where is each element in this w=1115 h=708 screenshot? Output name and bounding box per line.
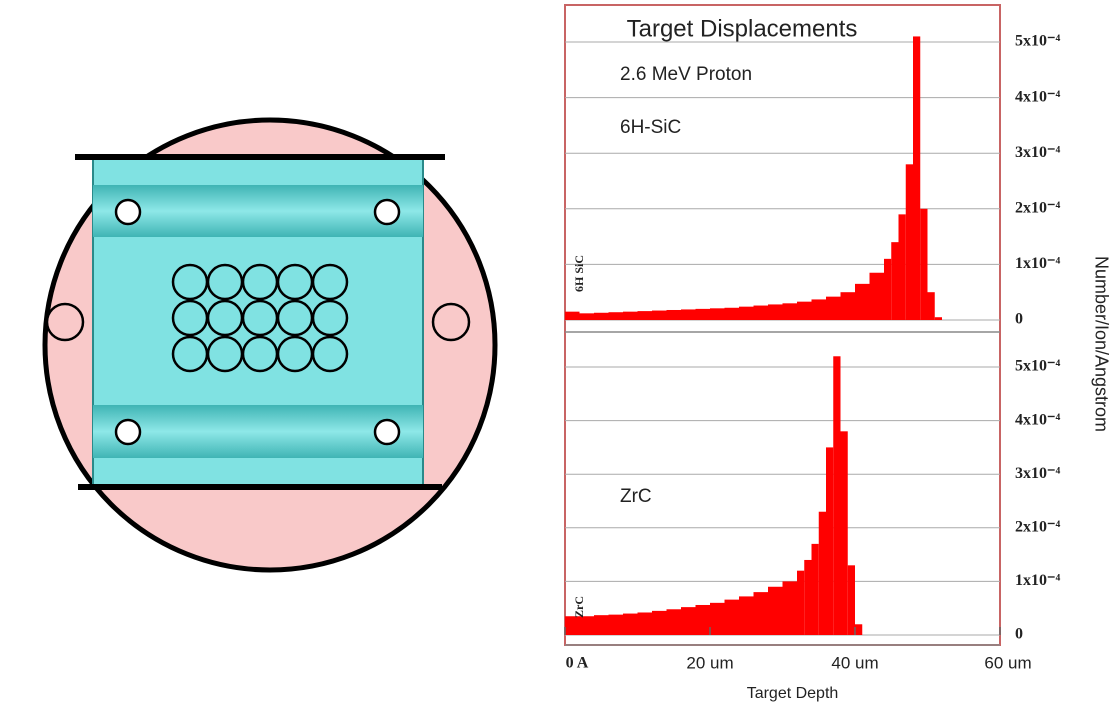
- x-tick-label: 60 um: [984, 653, 1031, 672]
- histogram-bar: [710, 603, 725, 635]
- histogram-bar: [833, 356, 840, 635]
- y-tick-label: 4x10⁻⁴: [1015, 411, 1060, 428]
- histogram-bar: [841, 431, 848, 635]
- histogram-bar: [804, 560, 811, 635]
- histogram-bar: [681, 607, 696, 635]
- y-tick-label: 3x10⁻⁴: [1015, 144, 1060, 161]
- chart-title: Target Displacements: [627, 15, 858, 42]
- histogram-bar: [638, 311, 653, 320]
- histogram-bar: [855, 284, 870, 320]
- histogram-bar: [725, 600, 740, 635]
- mount-hole: [47, 304, 83, 340]
- histogram-bar: [580, 313, 595, 320]
- screw-hole: [116, 200, 140, 224]
- histogram-bar: [797, 571, 804, 635]
- histogram-bar: [594, 615, 609, 635]
- histogram-bar: [681, 309, 696, 320]
- rail: [93, 405, 423, 458]
- histogram-bar: [696, 309, 711, 320]
- x-tick-label: 20 um: [686, 653, 733, 672]
- x-tick-label: 0 A: [566, 655, 589, 672]
- histogram-bar: [667, 609, 682, 635]
- histogram-bar: [819, 512, 826, 635]
- rail: [93, 185, 423, 237]
- sample-holder-diagram: [45, 120, 495, 570]
- histogram-bar: [768, 587, 783, 635]
- histogram-bar: [783, 581, 798, 635]
- histogram-bar: [913, 36, 920, 320]
- histogram-bar: [768, 304, 783, 320]
- y-tick-label: 1x10⁻⁴: [1015, 572, 1060, 589]
- histogram-bar: [638, 612, 653, 635]
- histogram-bar: [710, 308, 725, 320]
- figure: 0 1x10⁻⁴ 2x10⁻⁴ 3x10⁻⁴ 4x10⁻⁴ 5x10⁻⁴ Target Di…: [0, 0, 1115, 708]
- histogram-bar: [884, 259, 891, 320]
- histogram-bar: [935, 317, 942, 320]
- charts: 0 1x10⁻⁴ 2x10⁻⁴ 3x10⁻⁴ 4x10⁻⁴ 5x10⁻⁴ Target Di…: [565, 5, 1111, 702]
- y-tick-label: 2x10⁻⁴: [1015, 518, 1060, 535]
- histogram-bar: [696, 605, 711, 635]
- histogram-bar: [920, 209, 927, 320]
- layer-label: ZrC: [572, 596, 586, 618]
- y-tick-label: 5x10⁻⁴: [1015, 33, 1060, 50]
- histogram-bar: [754, 592, 769, 635]
- histogram-bar: [565, 616, 580, 635]
- histogram-bar: [899, 214, 906, 320]
- histogram-bar: [565, 312, 580, 320]
- y-tick-label: 1x10⁻⁴: [1015, 255, 1060, 272]
- histogram-bar: [841, 292, 856, 320]
- screw-hole: [116, 420, 140, 444]
- y-tick-label: 2x10⁻⁴: [1015, 199, 1060, 216]
- histogram-bar: [580, 616, 595, 635]
- histogram-bar: [667, 310, 682, 320]
- annotation: 6H-SiC: [620, 117, 681, 138]
- histogram-bar: [754, 306, 769, 320]
- histogram-bar: [870, 273, 885, 320]
- x-axis-label: Target Depth: [747, 685, 839, 702]
- y-tick-label: 5x10⁻⁴: [1015, 358, 1060, 375]
- x-tick-label: 40 um: [831, 653, 878, 672]
- histogram-bar: [855, 624, 862, 635]
- histogram-bar: [725, 308, 740, 320]
- histogram-bar: [891, 242, 898, 320]
- annotation: 2.6 MeV Proton: [620, 64, 752, 85]
- chart-frame: [565, 5, 1000, 645]
- histogram-bar: [739, 596, 754, 635]
- screw-hole: [375, 200, 399, 224]
- histogram-bar: [812, 299, 827, 320]
- histogram-bar: [623, 312, 638, 320]
- histogram-bar: [652, 311, 667, 320]
- histogram-bar: [826, 447, 833, 635]
- histogram-bar: [623, 614, 638, 635]
- layer-label: 6H SiC: [572, 255, 586, 292]
- histogram-bar: [783, 303, 798, 320]
- y-tick-label: 3x10⁻⁴: [1015, 465, 1060, 482]
- histogram-bar: [609, 615, 624, 635]
- screw-hole: [375, 420, 399, 444]
- histogram-bar: [848, 565, 855, 635]
- histogram-bar: [826, 297, 841, 320]
- histogram-bar: [652, 611, 667, 635]
- y-tick-label: 0: [1015, 311, 1023, 328]
- y-axis-label: Number/Ion/Angstrom: [1091, 256, 1111, 432]
- histogram-bar: [797, 302, 812, 320]
- histogram-bar: [609, 312, 624, 320]
- histogram-bar: [928, 292, 935, 320]
- histogram-bar: [739, 307, 754, 320]
- histogram-bar: [812, 544, 819, 635]
- annotation: ZrC: [620, 486, 652, 507]
- mount-hole: [433, 304, 469, 340]
- histogram-bar: [906, 164, 913, 320]
- y-tick-label: 0: [1015, 626, 1023, 643]
- histogram-bar: [594, 313, 609, 320]
- y-tick-label: 4x10⁻⁴: [1015, 88, 1060, 105]
